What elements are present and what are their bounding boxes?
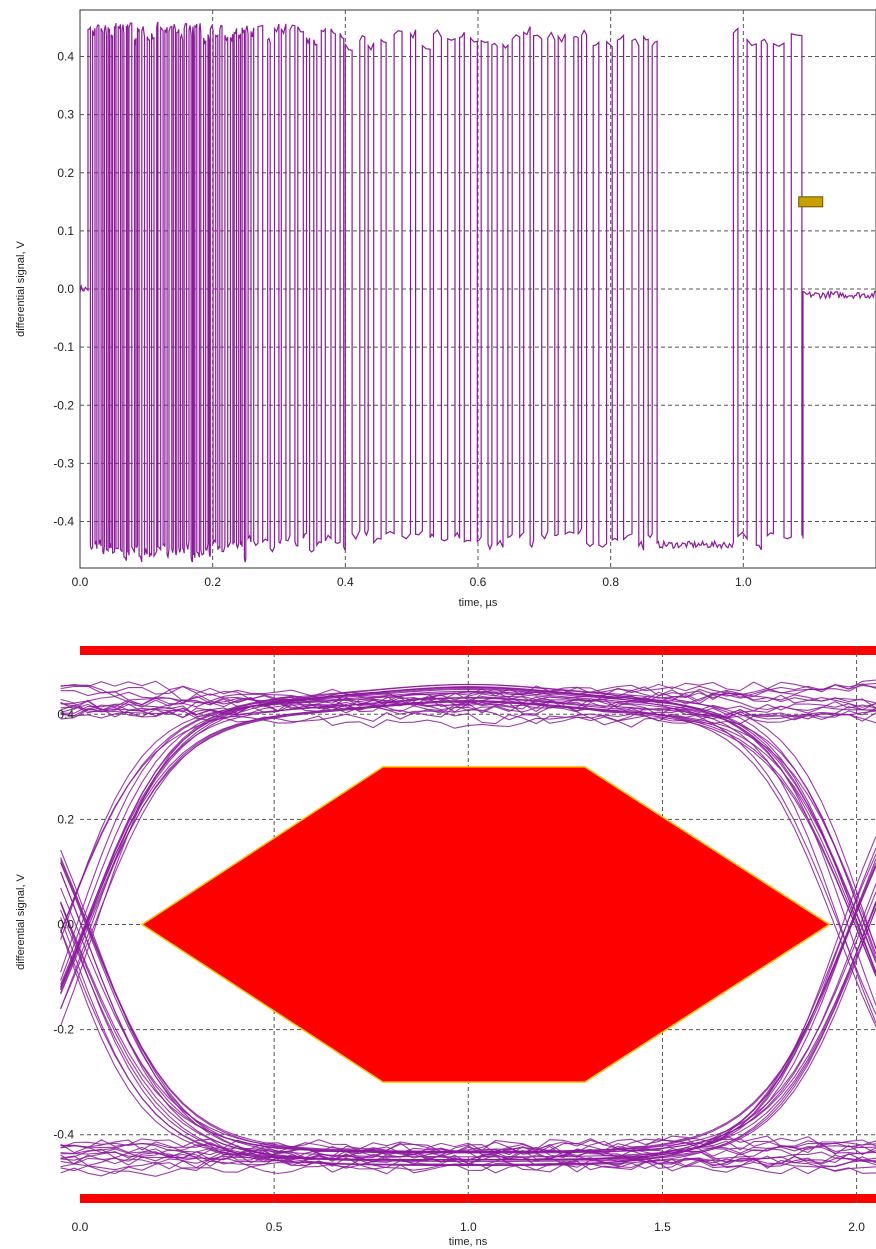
eye-trace (60, 692, 876, 1024)
eye-trace (60, 686, 876, 717)
eye-trace (60, 862, 876, 1158)
signal-marker (798, 196, 824, 208)
x-tick-label: 1.5 (654, 1220, 671, 1234)
marker-box (798, 196, 824, 208)
y-tick-label: 0.0 (57, 918, 74, 932)
eye-trace (60, 696, 876, 728)
eye-trace (60, 687, 876, 1027)
timing-chart: 0.40.30.20.10.0-0.1-0.2-0.3-0.4 0.0 0.2 0.… (15, 9, 876, 609)
y-tick-label: 0.4 (57, 50, 74, 64)
eye-trace (60, 686, 876, 1015)
mask-limit-bars (80, 646, 876, 1203)
eye-trace (60, 688, 876, 720)
x-tick-label: 0.0 (72, 575, 89, 589)
x-axis-label: time, µs (459, 597, 498, 609)
x-tick-labels: 0.0 0.2 0.4 0.6 0.8 1.0 (72, 575, 752, 589)
y-tick-label: -0.2 (53, 398, 74, 412)
y-tick-label: -0.4 (53, 1128, 74, 1142)
x-tick-label: 0.2 (204, 575, 221, 589)
y-tick-label: -0.4 (53, 515, 74, 529)
mask-bottom-bar (80, 1194, 876, 1203)
eye-trace (60, 693, 876, 724)
eye-trace (60, 690, 876, 1006)
signal-line (79, 21, 876, 563)
eye-trace (60, 1143, 876, 1162)
y-tick-label: 0.2 (57, 166, 74, 180)
eye-trace (60, 700, 876, 995)
x-tick-label: 0.4 (337, 575, 354, 589)
eye-trace (60, 1151, 876, 1173)
y-axis-label: differential signal, V (15, 873, 27, 969)
x-tick-label: 1.0 (735, 575, 752, 589)
y-tick-label: 0.1 (57, 224, 74, 238)
x-tick-label: 0.0 (72, 1220, 89, 1234)
x-tick-label: 0.6 (470, 575, 487, 589)
x-tick-label: 1.0 (460, 1220, 477, 1234)
eye-trace (60, 1138, 876, 1161)
eye-trace (60, 1138, 876, 1159)
y-tick-label: -0.3 (53, 456, 74, 470)
eye-mask (140, 766, 831, 1083)
mask-top-bar (80, 646, 876, 655)
y-tick-label: 0.4 (57, 707, 74, 721)
y-tick-label: -0.1 (53, 340, 74, 354)
eye-trace (60, 1154, 876, 1175)
x-tick-label: 2.0 (848, 1220, 865, 1234)
eye-trace (60, 696, 876, 726)
grid-lines (80, 646, 876, 1203)
y-tick-label: 0.2 (57, 812, 74, 826)
y-tick-label: 0.3 (57, 108, 74, 122)
eye-trace (60, 1148, 876, 1169)
eye-trace (60, 684, 876, 715)
y-tick-label: -0.2 (53, 1023, 74, 1037)
y-tick-label: 0.0 (57, 282, 74, 296)
eye-trace (60, 683, 876, 994)
eye-traces (60, 679, 876, 1177)
y-tick-labels: 0.4 0.2 0.0 -0.2 -0.4 (53, 707, 74, 1141)
y-axis-label: differential signal, V (15, 240, 27, 336)
y-tick-labels: 0.4 0.3 0.2 0.1 0.0 -0.1 -0.2 -0.3 -0.4 (53, 50, 74, 529)
eye-diagram-chart: 0.4 0.2 0.0 -0.2 -0.4 0.0 0.5 1.0 1.5 2.0 time, … (15, 646, 876, 1248)
mask-polygon (140, 766, 831, 1083)
signal-trace (79, 21, 876, 563)
x-tick-label: 0.5 (266, 1220, 283, 1234)
eye-trace (60, 871, 876, 1153)
eye-trace (60, 853, 876, 1165)
x-axis-label: time, ns (449, 1236, 488, 1248)
x-tick-label: 0.8 (602, 575, 619, 589)
eye-trace (60, 679, 876, 709)
x-tick-labels: 0.0 0.5 1.0 1.5 2.0 (72, 1220, 866, 1234)
eye-trace (60, 699, 876, 729)
eye-trace (60, 697, 876, 1028)
